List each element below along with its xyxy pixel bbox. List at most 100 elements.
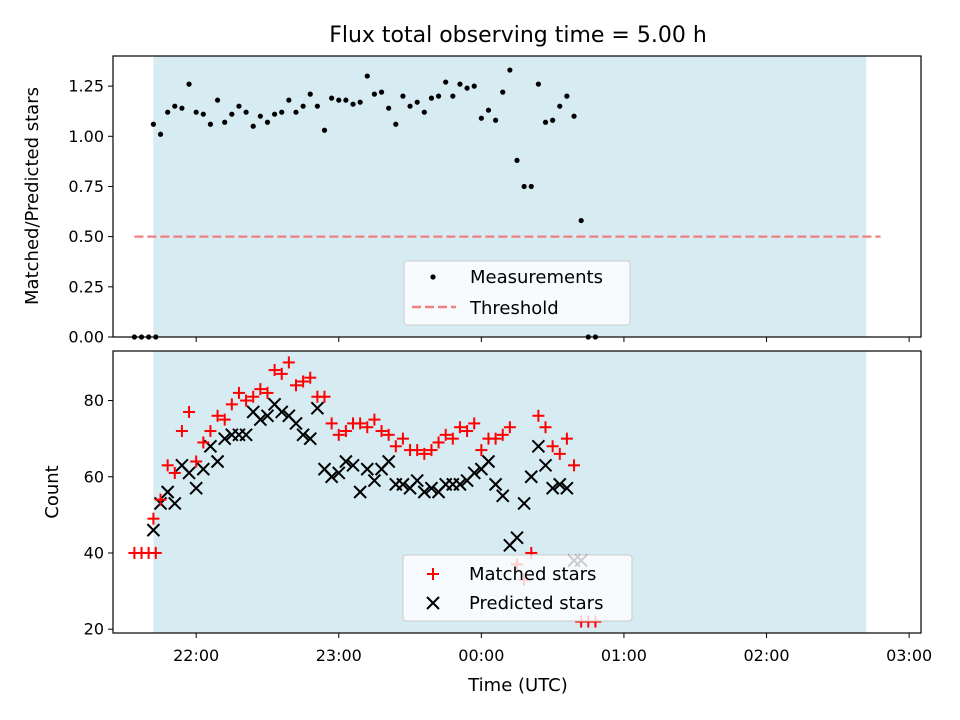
matched-star-point xyxy=(168,466,181,479)
matched-star-point xyxy=(175,425,188,438)
y-tick-label: 1.00 xyxy=(68,127,104,146)
top-legend: Measurements Threshold xyxy=(403,260,631,326)
predicted-star-point xyxy=(453,477,467,492)
measurement-point xyxy=(507,67,513,73)
matched-star-point xyxy=(297,375,310,388)
matched-star-point xyxy=(225,398,238,411)
measurement-point xyxy=(207,121,214,127)
measurement-point xyxy=(457,81,463,87)
matched-star-point xyxy=(147,512,160,525)
measurement-point xyxy=(557,103,563,109)
measurement-point xyxy=(528,183,534,190)
predicted-star-point xyxy=(296,428,310,442)
matched-star-point xyxy=(275,367,288,380)
measurement-point xyxy=(542,119,549,125)
matched-star-point xyxy=(489,432,502,445)
matched-star-point xyxy=(382,428,395,441)
bottom-legend: Matched stars Predicted stars xyxy=(402,554,633,622)
y-tick-label: 20 xyxy=(84,620,104,639)
measurement-point xyxy=(279,109,285,115)
top-legend-box xyxy=(403,260,631,326)
x-tick-label: 00:00 xyxy=(458,646,504,665)
measurement-point xyxy=(471,83,477,89)
measurement-point xyxy=(236,103,242,109)
predicted-star-point xyxy=(324,470,339,484)
matched-star-point xyxy=(446,432,459,445)
x-tick-label: 03:00 xyxy=(886,646,932,665)
y-tick-label: 0.50 xyxy=(68,227,104,246)
predicted-star-point xyxy=(545,481,560,495)
predicted-star-point xyxy=(332,466,346,480)
matched-star-point xyxy=(411,444,424,457)
matched-star-point xyxy=(149,546,162,559)
matched-star-point xyxy=(204,425,217,438)
matched-star-point xyxy=(154,493,167,506)
measurement-point xyxy=(478,115,484,121)
predicted-star-point xyxy=(253,412,268,427)
matched-star-point xyxy=(211,409,224,422)
predicted-star-point xyxy=(346,458,360,473)
measurement-point xyxy=(264,119,271,125)
matched-star-point xyxy=(247,390,260,403)
matched-star-point xyxy=(418,447,431,460)
measurement-point xyxy=(307,91,313,97)
matched-star-point xyxy=(389,440,402,453)
measurement-point xyxy=(200,111,206,117)
measurement-point xyxy=(300,103,306,109)
measurement-point xyxy=(371,91,378,97)
measurement-point xyxy=(350,101,356,107)
measurement-point xyxy=(172,103,178,109)
x-tick-label: 22:00 xyxy=(173,646,219,665)
top-y-axis-label: Matched/Predicted stars xyxy=(22,87,43,305)
predicted-star-point xyxy=(360,462,374,476)
bottom-marks xyxy=(128,356,602,628)
measurement-point xyxy=(407,103,413,109)
measurement-point xyxy=(450,93,456,99)
measurement-point xyxy=(400,93,406,99)
matched-star-point xyxy=(183,405,196,418)
measurement-point xyxy=(435,93,442,99)
matched-star-point xyxy=(218,413,231,426)
measurement-point xyxy=(293,109,299,115)
predicted-star-point xyxy=(210,454,225,469)
x-tick-label: 01:00 xyxy=(601,646,647,665)
predicted-star-point xyxy=(310,401,325,415)
legend-label-matched: Matched stars xyxy=(469,564,596,585)
predicted-star-point xyxy=(289,416,303,431)
measurement-point xyxy=(250,123,256,129)
measurement-point xyxy=(550,117,556,123)
predicted-star-point xyxy=(524,470,538,484)
matched-star-point xyxy=(318,390,331,403)
predicted-star-point xyxy=(146,523,161,537)
top-y-ticks: 0.00 0.25 0.50 0.75 1.00 1.25 xyxy=(68,77,113,347)
measurement-point xyxy=(222,119,228,125)
predicted-star-point xyxy=(488,477,503,492)
measurement-point xyxy=(421,109,427,115)
top-x-ticks xyxy=(195,337,910,342)
predicted-star-point xyxy=(496,489,510,503)
measurement-point xyxy=(193,109,199,115)
matched-star-point xyxy=(232,386,245,399)
predicted-star-point xyxy=(538,458,553,473)
measurement-point xyxy=(485,107,492,113)
matched-star-point xyxy=(546,440,559,453)
matched-star-point xyxy=(332,428,345,441)
predicted-star-point xyxy=(410,473,424,488)
matched-star-point xyxy=(396,432,409,445)
x-axis-label: Time (UTC) xyxy=(467,675,568,696)
matched-star-point xyxy=(161,459,174,472)
measurement-point xyxy=(336,97,342,103)
matched-star-point xyxy=(268,364,281,377)
matched-star-point xyxy=(361,421,374,434)
predicted-star-point xyxy=(510,531,524,545)
measurement-point xyxy=(521,183,527,190)
matched-star-point xyxy=(289,379,302,392)
predicted-star-point xyxy=(339,454,353,469)
top-axes-frame xyxy=(112,55,922,338)
predicted-star-point xyxy=(396,477,410,492)
measurement-point xyxy=(165,109,171,115)
measurement-point xyxy=(428,95,435,101)
legend-label-predicted: Predicted stars xyxy=(469,593,603,614)
predicted-star-point xyxy=(260,409,275,423)
